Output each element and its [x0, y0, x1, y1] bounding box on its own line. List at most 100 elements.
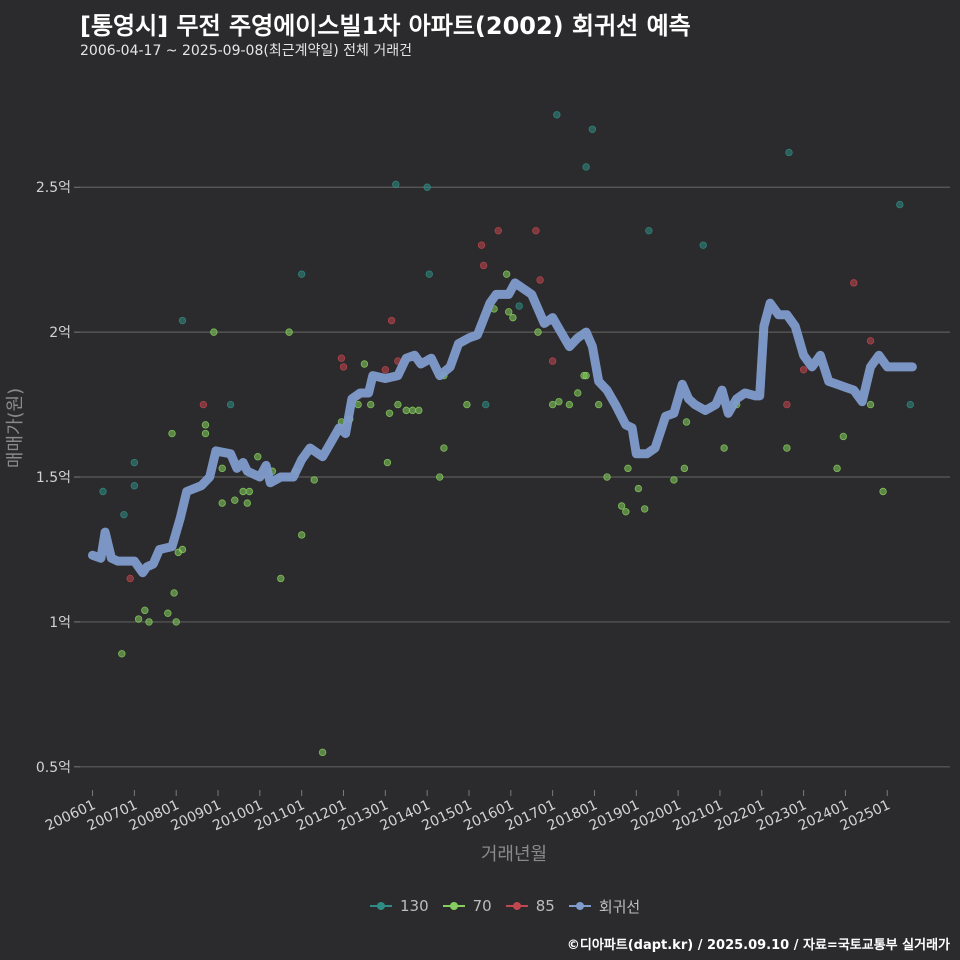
y-axis-label: 매매가(원) — [5, 388, 26, 468]
source-caption: ©디아파트(dapt.kr) / 2025.09.10 / 자료=국토교통부 실… — [566, 938, 950, 953]
data-point-85 — [126, 574, 134, 583]
data-point-70 — [402, 406, 410, 415]
data-point-70 — [285, 328, 293, 336]
point-layer — [99, 111, 914, 757]
data-point-70 — [385, 409, 394, 417]
data-point-70 — [594, 400, 603, 409]
data-point-70 — [394, 400, 402, 409]
data-point-70 — [505, 308, 513, 316]
y-tick-label: 1.5억 — [36, 470, 71, 486]
data-point-70 — [172, 618, 180, 626]
legend-item-regression: 회귀선 — [568, 896, 641, 917]
data-point-70 — [383, 458, 392, 467]
data-point-70 — [670, 476, 678, 484]
data-point-130 — [553, 111, 561, 119]
chart-subtitle: 2006-04-17 ~ 2025-09-08(최근계약일) 전체 거래건 — [80, 43, 412, 59]
data-point-70 — [134, 615, 143, 623]
data-point-70 — [245, 487, 254, 496]
data-point-85 — [199, 400, 208, 409]
data-point-70 — [463, 400, 471, 409]
data-point-85 — [337, 354, 346, 362]
data-point-70 — [720, 444, 728, 452]
legend-item-70: 70 — [442, 897, 492, 915]
data-point-130 — [785, 148, 793, 157]
data-point-130 — [120, 510, 128, 519]
data-point-70 — [141, 606, 149, 615]
data-point-70 — [680, 464, 689, 473]
x-axis-label: 거래년월 — [481, 844, 547, 865]
data-point-70 — [640, 505, 649, 513]
data-point-70 — [243, 499, 252, 507]
data-point-70 — [555, 397, 563, 406]
data-point-70 — [436, 473, 444, 481]
data-point-70 — [239, 487, 247, 496]
legend-item-85: 85 — [505, 897, 555, 915]
legend-item-130: 130 — [370, 897, 429, 915]
y-tick-label: 1억 — [49, 615, 71, 631]
data-point-70 — [178, 545, 187, 554]
data-point-85 — [381, 366, 390, 374]
legend-label-130: 130 — [400, 897, 429, 915]
data-point-70 — [574, 389, 582, 397]
data-point-70 — [440, 444, 448, 452]
data-point-70 — [839, 432, 848, 441]
data-point-130 — [130, 482, 139, 490]
data-point-130 — [515, 302, 523, 310]
data-point-70 — [231, 496, 239, 504]
data-point-130 — [482, 400, 490, 409]
data-point-70 — [408, 406, 417, 415]
legend-swatch-85 — [505, 900, 528, 912]
data-point-70 — [833, 464, 841, 473]
data-point-85 — [532, 226, 540, 235]
chart-title: [통영시] 무전 주영에이스빌1차 아파트(2002) 회귀선 예측 — [80, 12, 691, 40]
data-point-70 — [783, 444, 791, 452]
data-point-85 — [387, 316, 396, 325]
regression-line — [88, 278, 917, 578]
data-point-70 — [201, 421, 210, 429]
data-point-70 — [866, 400, 875, 409]
data-point-85 — [536, 276, 544, 284]
data-point-85 — [479, 261, 488, 270]
data-point-70 — [201, 429, 210, 438]
y-tick-label: 2억 — [49, 325, 71, 341]
data-point-70 — [170, 589, 178, 597]
data-point-70 — [509, 313, 517, 322]
legend-swatch-70 — [442, 900, 465, 912]
regression-layer — [88, 278, 917, 578]
data-point-70 — [164, 609, 172, 617]
data-point-130 — [423, 183, 431, 191]
data-point-130 — [392, 180, 400, 189]
data-point-70 — [534, 328, 542, 336]
legend-swatch-130 — [370, 900, 392, 912]
data-point-85 — [799, 366, 808, 374]
legend: 130 70 85 회귀선 — [370, 896, 640, 916]
data-point-70 — [879, 487, 887, 496]
data-point-70 — [622, 508, 630, 516]
legend-label-regression: 회귀선 — [598, 897, 641, 916]
data-point-130 — [425, 270, 433, 278]
data-point-70 — [565, 400, 574, 409]
data-point-70 — [297, 531, 306, 539]
data-point-70 — [277, 574, 285, 583]
data-point-70 — [254, 453, 262, 461]
data-point-85 — [783, 400, 791, 409]
data-point-70 — [145, 618, 153, 626]
data-point-70 — [617, 502, 626, 510]
data-point-130 — [582, 163, 590, 171]
data-point-70 — [415, 406, 423, 415]
legend-swatch-regression — [568, 900, 591, 912]
data-point-130 — [699, 241, 707, 249]
data-point-70 — [118, 650, 126, 658]
data-point-130 — [226, 400, 235, 409]
data-point-70 — [168, 429, 176, 438]
data-point-85 — [477, 241, 486, 249]
data-point-130 — [297, 270, 306, 278]
data-point-70 — [603, 473, 611, 481]
data-point-70 — [682, 418, 691, 426]
data-point-85 — [494, 226, 502, 235]
data-point-70 — [582, 371, 590, 380]
legend-label-70: 70 — [472, 897, 492, 915]
data-point-70 — [548, 400, 557, 409]
data-point-130 — [99, 487, 107, 496]
